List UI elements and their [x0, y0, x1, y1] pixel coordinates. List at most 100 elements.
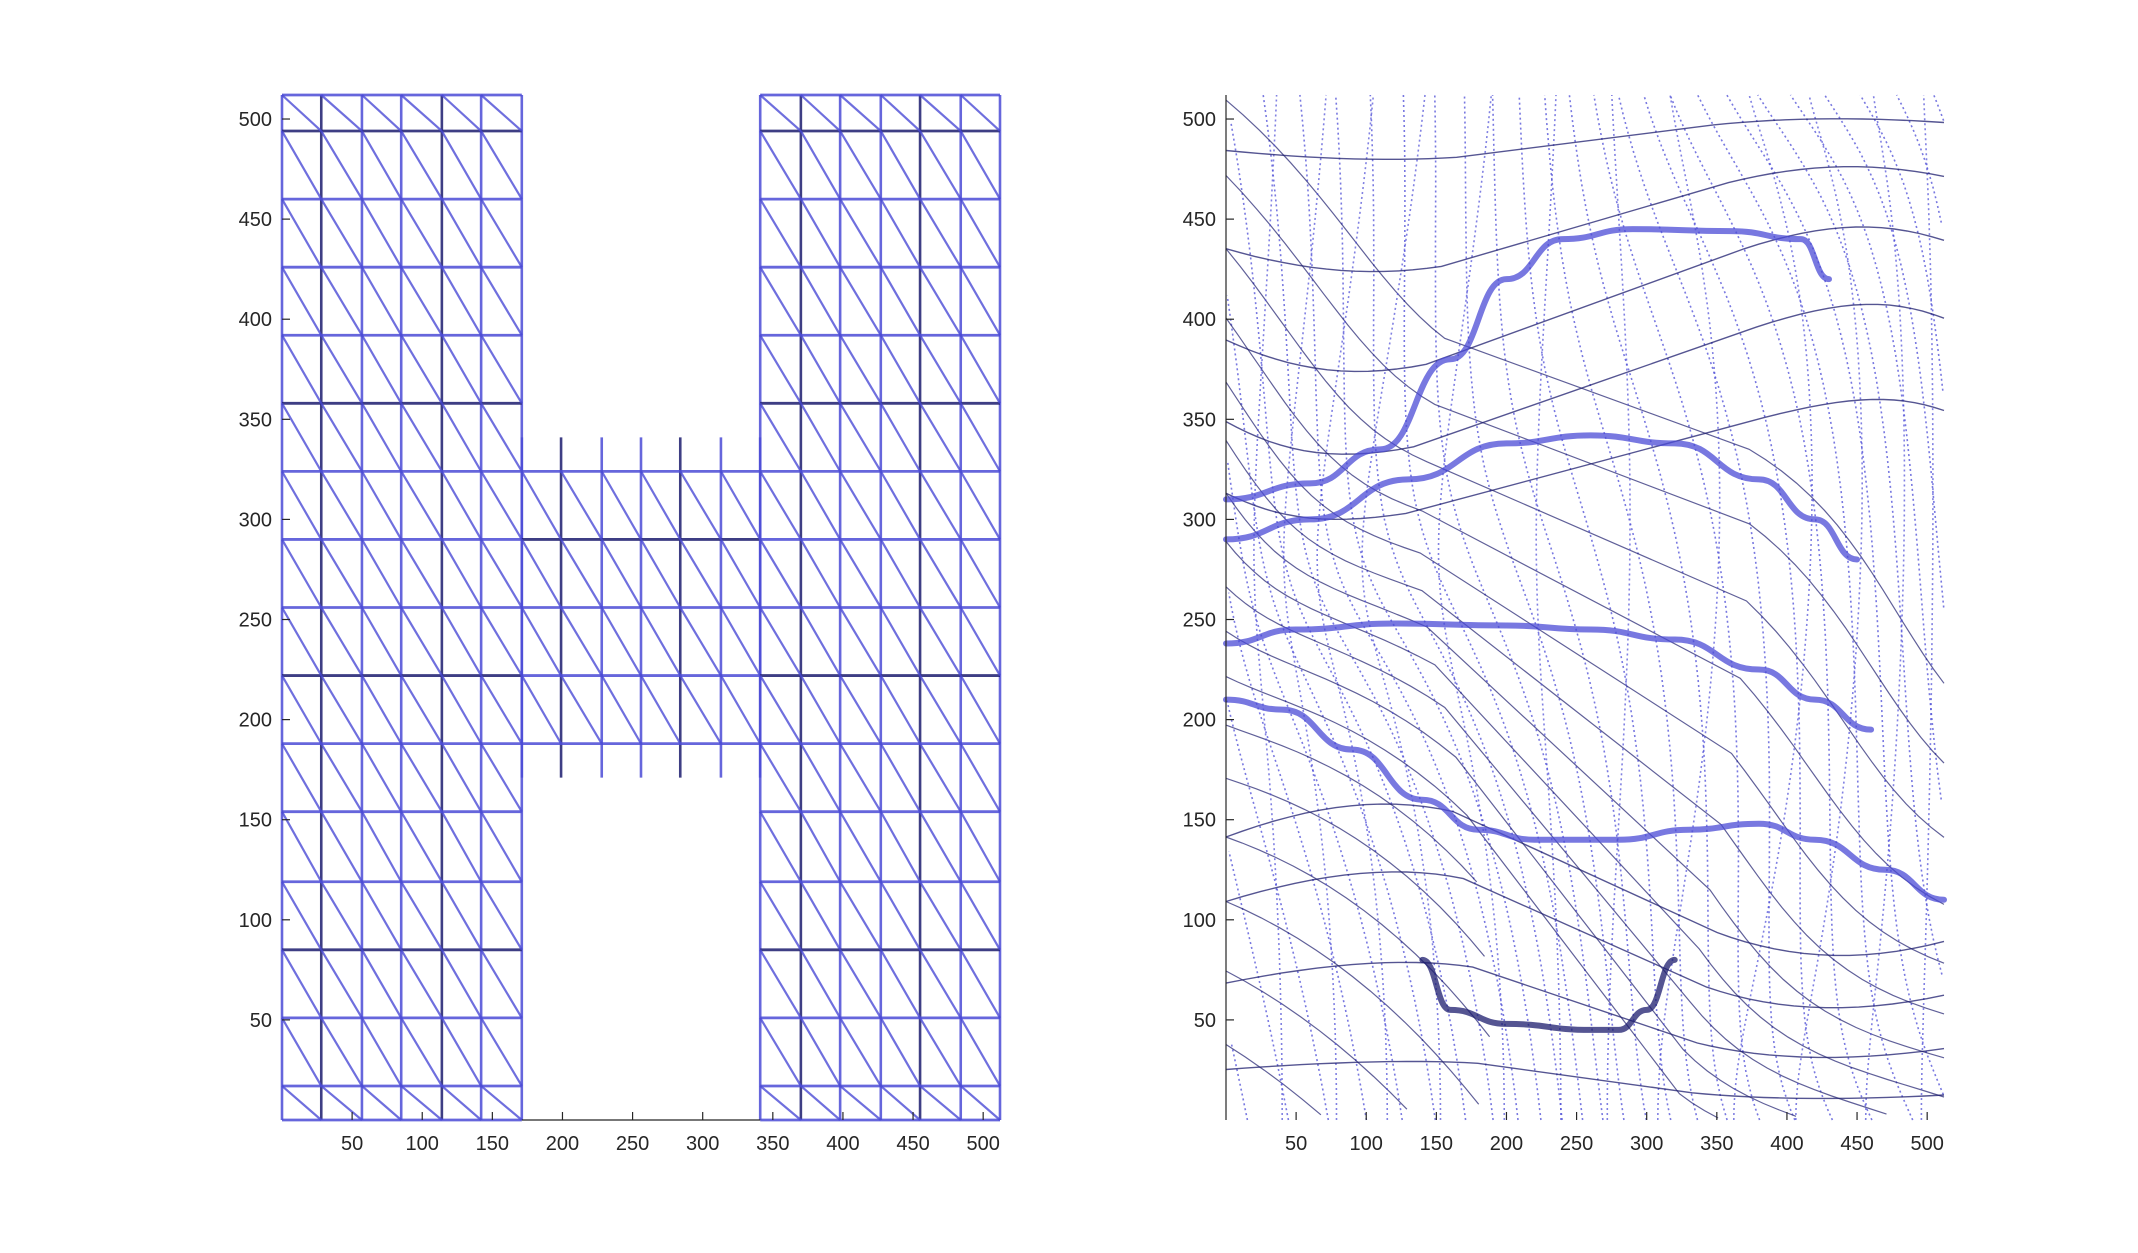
left-mesh-diagonal-line: [400, 130, 443, 200]
left-mesh-diagonal-line: [919, 402, 962, 472]
left-mesh-diagonal-line: [480, 266, 523, 336]
left-mesh-diagonal-line: [799, 470, 842, 540]
left-mesh-diagonal-line: [360, 811, 403, 883]
left-mesh-diagonal-line: [480, 675, 523, 745]
right-mesh-plot: 50 100 150 200 250 300 350 400 450 500 50 100 150 200…: [1183, 94, 1947, 1155]
left-mesh-diagonal-line: [440, 402, 483, 472]
left-mesh-diagonal-line: [480, 606, 523, 677]
left-mesh-diagonal-line: [520, 470, 563, 540]
right-mesh-diagonal-line: [1227, 462, 1403, 1121]
left-mesh-diagonal-line: [879, 743, 922, 813]
left-mesh-diagonal-line: [759, 334, 802, 404]
right-mesh-diagonal-line: [1230, 1041, 1249, 1121]
left-mesh-lines: [280, 93, 1002, 1122]
left-mesh-diagonal-line: [480, 334, 523, 404]
left-mesh-diagonal-line: [839, 811, 882, 883]
left-mesh-diagonal-line: [480, 198, 523, 268]
left-mesh-diagonal-line: [281, 470, 323, 540]
right-mesh-diagonal-line: [1226, 295, 1437, 1121]
left-mesh-diagonal-line: [320, 94, 363, 132]
right-xtick-label: 150: [1420, 1133, 1453, 1155]
left-mesh-diagonal-line: [879, 130, 922, 200]
right-ytick-label: 150: [1183, 810, 1216, 832]
right-mesh-diagonal-line: [1229, 120, 1467, 1121]
left-mesh-diagonal-line: [320, 402, 363, 472]
left-mesh-diagonal-line: [640, 538, 682, 609]
left-mesh-diagonal-line: [320, 266, 363, 336]
left-mesh-diagonal-line: [320, 470, 363, 540]
left-mesh-diagonal-line: [879, 881, 922, 951]
left-mesh-diagonal-line: [839, 266, 882, 336]
right-ytick-label: 400: [1183, 309, 1216, 331]
right-mesh-diagonal-line: [1696, 94, 1914, 1121]
left-mesh-diagonal-line: [400, 198, 443, 268]
left-mesh-diagonal-line: [960, 1085, 1001, 1121]
left-mesh-diagonal-line: [839, 743, 882, 813]
left-mesh-diagonal-line: [320, 881, 363, 951]
left-mesh-diagonal-line: [440, 675, 483, 745]
right-mesh-column-line: [1283, 94, 1338, 1121]
left-mesh-diagonal-line: [360, 743, 403, 813]
left-mesh-diagonal-line: [440, 1017, 483, 1087]
right-mesh-diagonal-line: [1789, 94, 1942, 800]
left-xtick-label: 200: [546, 1133, 579, 1155]
right-mesh-diagonal-line: [1334, 94, 1542, 1121]
left-mesh-diagonal-line: [480, 743, 523, 813]
left-mesh-diagonal-line: [281, 130, 323, 200]
left-mesh-diagonal-line: [281, 881, 323, 951]
left-mesh-diagonal-line: [759, 130, 802, 200]
right-mesh-diagonal-line: [1226, 700, 1330, 1121]
right-xtick-label: 450: [1840, 1133, 1873, 1155]
right-xtick-label: 50: [1285, 1133, 1307, 1155]
left-ytick-label: 100: [239, 910, 272, 932]
left-mesh-diagonal-line: [640, 675, 682, 745]
left-mesh-diagonal-line: [759, 675, 802, 745]
left-mesh-diagonal-line: [360, 402, 403, 472]
right-xtick-label: 500: [1910, 1133, 1943, 1155]
right-mesh-column-line: [1864, 94, 1906, 1121]
left-mesh-diagonal-line: [440, 606, 483, 677]
left-mesh-diagonal-line: [959, 334, 1001, 404]
left-mesh-diagonal-line: [919, 538, 962, 609]
left-mesh-diagonal-line: [759, 266, 802, 336]
left-mesh-diagonal-line: [440, 811, 483, 883]
left-mesh-diagonal-line: [281, 811, 323, 883]
left-mesh-diagonal-line: [879, 949, 922, 1019]
left-mesh-diagonal-line: [600, 675, 642, 745]
left-mesh-diagonal-line: [361, 1085, 402, 1121]
left-mesh-diagonal-line: [360, 881, 403, 951]
left-mesh-diagonal-line: [480, 1085, 523, 1121]
left-mesh-diagonal-line: [879, 606, 922, 677]
left-mesh-diagonal-line: [879, 811, 922, 883]
right-mesh-diagonal-line: [1617, 94, 1796, 1121]
left-mesh-diagonal-line: [520, 606, 563, 677]
left-mesh-diagonal-line: [839, 402, 882, 472]
left-mesh-diagonal-line: [400, 949, 443, 1019]
left-mesh-diagonal-line: [800, 94, 841, 132]
left-mesh-diagonal-line: [440, 266, 483, 336]
right-xtick-label: 250: [1560, 1133, 1593, 1155]
left-mesh-diagonal-line: [959, 881, 1001, 951]
right-mesh-cross-line: [1225, 900, 1480, 1105]
right-mesh-row-line: [1225, 226, 1945, 373]
left-mesh-diagonal-line: [719, 538, 762, 609]
left-mesh-diagonal-line: [281, 334, 323, 404]
right-mesh-cross-line: [1225, 541, 1945, 1098]
left-xtick-label: 300: [686, 1133, 719, 1155]
left-mesh-diagonal-line: [480, 949, 523, 1019]
left-mesh-diagonal-line: [360, 675, 403, 745]
left-mesh-diagonal-line: [320, 198, 363, 268]
right-mesh-cross-line: [1225, 381, 1945, 964]
left-mesh-diagonal-line: [281, 94, 323, 132]
left-mesh-diagonal-line: [839, 1017, 882, 1087]
left-mesh-diagonal-line: [759, 198, 802, 268]
left-mesh-diagonal-line: [839, 949, 882, 1019]
right-xtick-label: 200: [1490, 1133, 1523, 1155]
left-mesh-diagonal-line: [520, 538, 563, 609]
left-mesh-diagonal-line: [879, 470, 922, 540]
right-mesh-cross-line: [1225, 99, 1945, 684]
right-mesh-row-line: [1225, 1060, 1945, 1100]
right-mesh-diagonal-line: [1434, 94, 1604, 1121]
left-mesh-diagonal-line: [441, 94, 482, 132]
left-mesh-diagonal-line: [400, 811, 443, 883]
